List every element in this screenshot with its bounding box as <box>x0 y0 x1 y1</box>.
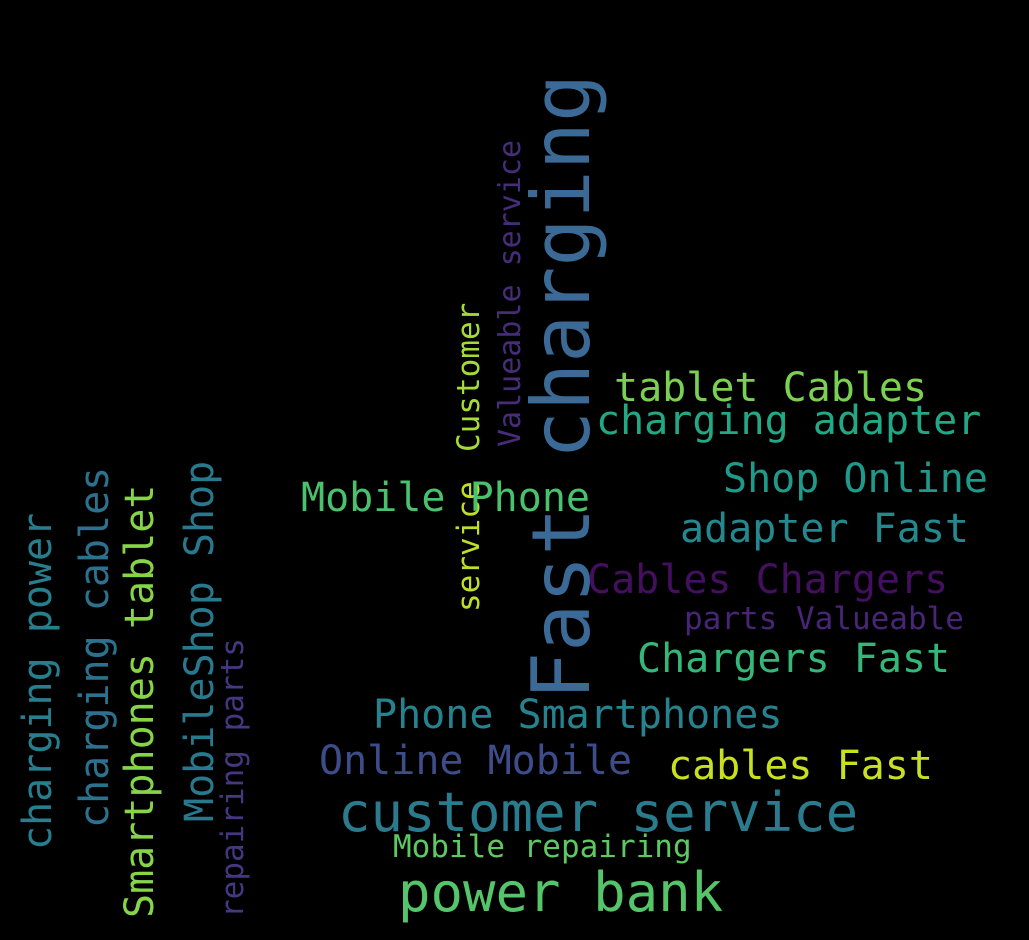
word-adapter-fast: adapter Fast <box>680 506 969 552</box>
word-smartphones-tablet: Smartphones tablet <box>117 484 163 918</box>
word-charging-power: charging power <box>15 512 61 850</box>
word-fast-charging: Fast charging <box>515 73 608 700</box>
word-mobile-phone: Mobile Phone <box>301 475 590 521</box>
word-phone-smartphones: Phone Smartphones <box>373 692 783 738</box>
word-customer-service: customer service <box>338 781 859 844</box>
word-parts-valueable: parts Valueable <box>684 601 964 637</box>
word-cables-fast: cables Fast <box>668 743 933 789</box>
word-power-bank: power bank <box>398 861 724 924</box>
word-cables-chargers: Cables Chargers <box>587 557 949 603</box>
word-valueable-service: Valueable service <box>493 139 528 447</box>
word-charging-adapter: charging adapter <box>596 398 982 444</box>
word-tablet-cables: tablet Cables <box>614 365 928 411</box>
word-customer: Customer <box>451 302 487 452</box>
word-online-mobile: Online Mobile <box>319 738 633 784</box>
word-chargers-fast: Chargers Fast <box>637 636 951 682</box>
word-mobileshop-shop: MobileShop Shop <box>177 460 223 822</box>
word-charging-cables: charging cables <box>72 466 118 828</box>
word-repairing-parts: repairing parts <box>215 638 251 918</box>
word-shop-online: Shop Online <box>723 456 988 502</box>
word-mobile-repairing: Mobile repairing <box>393 829 692 865</box>
